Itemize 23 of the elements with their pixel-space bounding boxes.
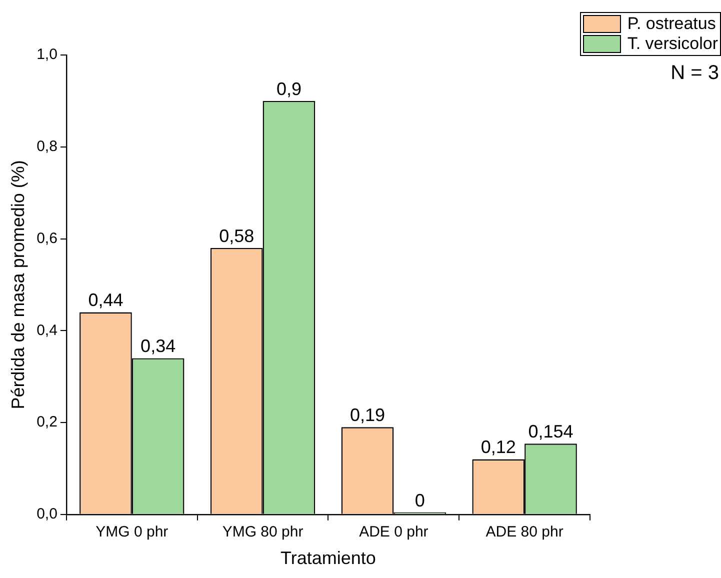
legend-label: T. versicolor: [627, 34, 718, 54]
y-tick-label: 0,4: [36, 322, 58, 339]
data-label: 0,12: [480, 437, 516, 458]
y-tick-label: 0,2: [36, 414, 58, 431]
legend-label: P. ostreatus: [627, 14, 716, 34]
x-tick-label: ADE 80 phr: [486, 524, 564, 541]
data-label: 0,19: [350, 405, 386, 426]
text: N = 3: [670, 62, 719, 85]
y-axis-title: Pérdida de masa promedio (%): [8, 160, 28, 410]
x-tick-label: YMG 0 phr: [96, 524, 168, 541]
data-label: 0,154: [528, 422, 574, 442]
x-axis-title: Tratamiento: [280, 548, 376, 568]
y-tick-label: 0,6: [36, 230, 58, 247]
data-label: 0,34: [140, 336, 176, 356]
x-tick-label: YMG 80 phr: [222, 524, 304, 541]
data-label: 0,9: [276, 78, 302, 99]
y-tick-label: 1,0: [36, 46, 58, 64]
x-tick-label: ADE 0 phr: [359, 524, 428, 541]
y-tick-label: 0,8: [36, 138, 58, 156]
y-tick-label: 0,0: [36, 506, 58, 523]
data-label: 0,44: [88, 290, 124, 310]
data-label: 0,58: [219, 226, 254, 246]
data-label: 0: [414, 490, 425, 510]
